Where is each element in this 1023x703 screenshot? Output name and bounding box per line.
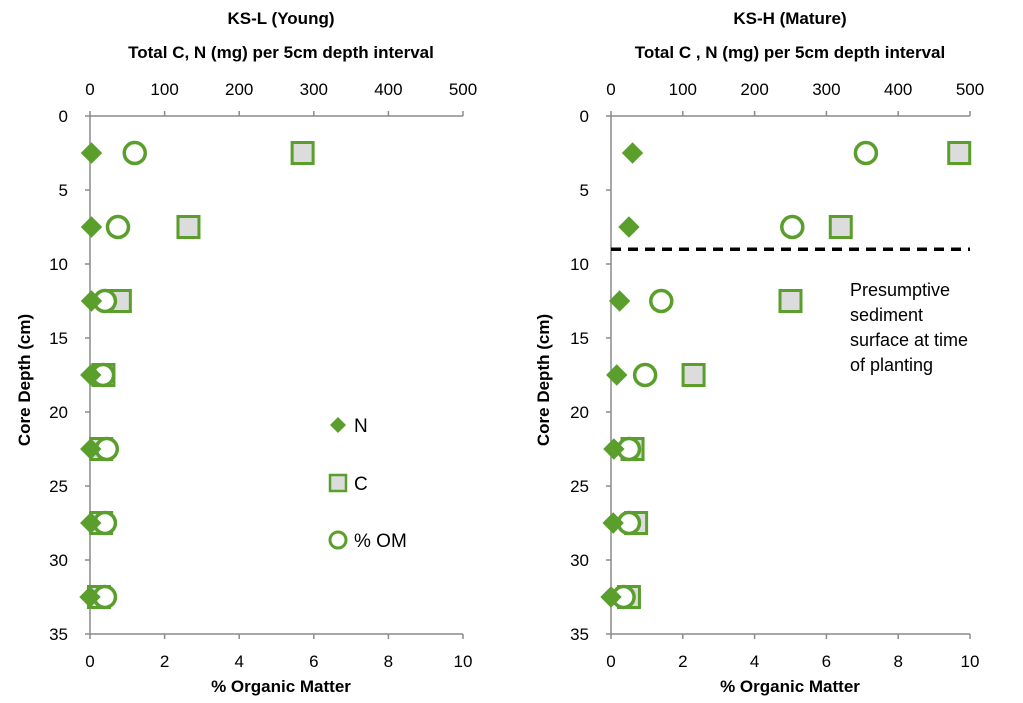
point-diamond — [603, 438, 625, 460]
top-tick-label: 400 — [374, 80, 402, 99]
point-circle — [105, 214, 131, 240]
y-tick-label: 15 — [49, 329, 68, 348]
top-tick-label: 200 — [740, 80, 768, 99]
y-tick-label: 25 — [570, 477, 589, 496]
point-diamond — [618, 216, 640, 238]
y-tick-label: 35 — [49, 625, 68, 644]
bottom-tick-label: 10 — [454, 652, 473, 671]
y-axis-label: Core Depth (cm) — [15, 314, 34, 446]
annotation-line: Presumptive — [850, 280, 950, 300]
y-tick-label: 15 — [570, 329, 589, 348]
point-diamond — [79, 586, 101, 608]
legend-marker-square — [328, 473, 348, 493]
point-circle — [649, 288, 674, 314]
bottom-tick-label: 0 — [606, 652, 615, 671]
point-square — [290, 141, 315, 165]
point-square — [828, 215, 853, 239]
top-tick-label: 500 — [956, 80, 984, 99]
y-tick-label: 10 — [49, 255, 68, 274]
y-tick-label: 5 — [580, 181, 589, 200]
bottom-tick-label: 4 — [750, 652, 759, 671]
point-square — [947, 141, 972, 165]
point-diamond — [80, 216, 103, 238]
bottom-tick-label: 6 — [309, 652, 318, 671]
top-tick-label: 100 — [669, 80, 697, 99]
legend-marker-diamond — [330, 417, 346, 433]
y-tick-label: 30 — [570, 551, 589, 570]
y-tick-label: 0 — [580, 107, 589, 126]
top-tick-label: 100 — [150, 80, 178, 99]
x-axis-label: % Organic Matter — [211, 677, 351, 696]
top-tick-label: 0 — [85, 80, 94, 99]
point-circle — [780, 214, 805, 240]
y-tick-label: 25 — [49, 477, 68, 496]
point-diamond — [80, 142, 103, 164]
point-diamond — [600, 586, 622, 608]
y-tick-label: 0 — [59, 107, 68, 126]
legend-label: N — [354, 416, 368, 437]
bottom-tick-label: 2 — [160, 652, 169, 671]
point-diamond — [621, 142, 644, 164]
top-tick-label: 200 — [225, 80, 253, 99]
y-tick-label: 10 — [570, 255, 589, 274]
bottom-tick-label: 8 — [893, 652, 902, 671]
top-tick-label: 300 — [812, 80, 840, 99]
annotation-line: of planting — [850, 355, 933, 375]
bottom-tick-label: 2 — [678, 652, 687, 671]
point-square — [176, 215, 201, 239]
point-diamond — [80, 512, 102, 534]
y-tick-label: 20 — [49, 403, 68, 422]
top-tick-label: 400 — [884, 80, 912, 99]
y-tick-label: 30 — [49, 551, 68, 570]
chart-subtitle: Total C , N (mg) per 5cm depth interval — [635, 43, 945, 62]
point-circle — [122, 140, 148, 166]
y-axis-label: Core Depth (cm) — [534, 314, 553, 446]
annotation-line: sediment — [850, 305, 923, 325]
point-circle — [632, 362, 658, 388]
point-square — [681, 363, 706, 387]
bottom-tick-label: 4 — [234, 652, 243, 671]
annotation-line: surface at time — [850, 330, 968, 350]
bottom-tick-label: 10 — [961, 652, 980, 671]
bottom-tick-label: 0 — [85, 652, 94, 671]
bottom-tick-label: 6 — [822, 652, 831, 671]
top-tick-label: 300 — [300, 80, 328, 99]
legend-marker-circle — [328, 530, 348, 550]
point-square — [778, 289, 803, 313]
top-tick-label: 500 — [449, 80, 477, 99]
x-axis-label: % Organic Matter — [720, 677, 860, 696]
y-tick-label: 5 — [59, 181, 68, 200]
point-diamond — [80, 438, 102, 460]
bottom-tick-label: 8 — [384, 652, 393, 671]
point-diamond — [608, 290, 631, 312]
chart-title: KS-H (Mature) — [733, 9, 846, 28]
top-tick-label: 0 — [606, 80, 615, 99]
point-diamond — [80, 290, 103, 312]
y-tick-label: 35 — [570, 625, 589, 644]
chart-title: KS-L (Young) — [227, 9, 334, 28]
point-diamond — [602, 512, 624, 534]
point-circle — [853, 140, 879, 166]
legend-label: C — [354, 474, 368, 495]
legend-label: % OM — [354, 531, 407, 552]
point-diamond — [80, 364, 102, 386]
y-tick-label: 20 — [570, 403, 589, 422]
chart-subtitle: Total C, N (mg) per 5cm depth interval — [128, 43, 434, 62]
point-diamond — [606, 364, 628, 386]
